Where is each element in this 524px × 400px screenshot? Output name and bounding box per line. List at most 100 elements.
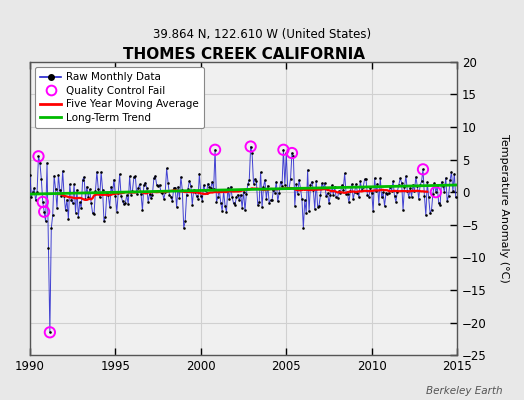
Point <box>200 182 208 188</box>
Point <box>333 194 342 201</box>
Point <box>335 188 343 194</box>
Point <box>160 196 168 202</box>
Point <box>234 191 242 198</box>
Point <box>94 186 103 192</box>
Point <box>61 207 70 214</box>
Point <box>400 184 409 190</box>
Point <box>349 196 357 202</box>
Point <box>308 178 316 185</box>
Point <box>157 189 165 195</box>
Text: Berkeley Earth: Berkeley Earth <box>427 386 503 396</box>
Point <box>297 186 305 192</box>
Point <box>337 182 346 188</box>
Point <box>231 202 239 208</box>
Point <box>275 190 283 196</box>
Point <box>211 146 219 153</box>
Point <box>54 172 62 178</box>
Point <box>187 183 195 189</box>
Point <box>151 173 159 179</box>
Point <box>70 181 78 187</box>
Point <box>152 182 161 188</box>
Point <box>393 188 401 195</box>
Point <box>147 195 155 201</box>
Point <box>178 187 187 193</box>
Point <box>369 208 377 214</box>
Point <box>87 200 95 206</box>
Point <box>356 178 365 184</box>
Point <box>447 169 456 175</box>
Point <box>383 190 391 197</box>
Point <box>221 202 229 209</box>
Point <box>218 208 226 214</box>
Point <box>103 190 111 196</box>
Point <box>101 214 110 220</box>
Point <box>278 182 286 189</box>
Point <box>140 182 148 188</box>
Point <box>225 196 234 202</box>
Point <box>440 188 449 195</box>
Point <box>60 193 68 199</box>
Point <box>264 182 272 189</box>
Point <box>373 180 381 187</box>
Point <box>46 329 54 336</box>
Point <box>245 177 254 184</box>
Point <box>210 186 218 192</box>
Point <box>108 190 117 196</box>
Point <box>439 183 447 189</box>
Point <box>252 178 260 185</box>
Point <box>81 196 90 202</box>
Point <box>322 193 330 199</box>
Point <box>346 188 355 194</box>
Point <box>332 194 340 201</box>
Point <box>426 210 434 216</box>
Point <box>397 180 406 186</box>
Point <box>416 182 424 188</box>
Title: THOMES CREEK CALIFORNIA: THOMES CREEK CALIFORNIA <box>123 47 365 62</box>
Point <box>357 187 366 194</box>
Point <box>143 184 151 191</box>
Legend: Raw Monthly Data, Quality Control Fail, Five Year Moving Average, Long-Term Tren: Raw Monthly Data, Quality Control Fail, … <box>35 67 204 128</box>
Point <box>170 185 178 191</box>
Point <box>85 186 94 192</box>
Point <box>130 174 138 180</box>
Point <box>436 202 444 208</box>
Point <box>67 196 75 203</box>
Point <box>192 193 201 200</box>
Point <box>175 194 183 201</box>
Point <box>303 167 312 173</box>
Point <box>325 200 333 206</box>
Point <box>50 173 58 179</box>
Point <box>309 187 318 193</box>
Point <box>141 179 149 186</box>
Point <box>365 194 373 200</box>
Point <box>298 196 306 202</box>
Point <box>321 180 329 186</box>
Point <box>202 189 211 196</box>
Point <box>232 194 241 200</box>
Point <box>195 170 204 177</box>
Point <box>285 185 293 192</box>
Point <box>115 171 124 178</box>
Point <box>79 177 87 183</box>
Point <box>433 183 441 190</box>
Point <box>370 175 379 181</box>
Point <box>254 202 262 208</box>
Point <box>222 209 231 215</box>
Point <box>342 190 350 197</box>
Point <box>343 191 352 197</box>
Point <box>144 198 152 205</box>
Point <box>34 153 42 160</box>
Point <box>77 205 85 211</box>
Point <box>73 186 81 193</box>
Point <box>164 180 172 186</box>
Point <box>407 193 416 200</box>
Point <box>121 200 129 206</box>
Point <box>315 202 323 209</box>
Point <box>242 190 250 197</box>
Point <box>313 203 322 210</box>
Point <box>31 197 40 204</box>
Point <box>177 174 185 180</box>
Point <box>246 143 255 150</box>
Point <box>279 146 288 153</box>
Point <box>39 199 47 205</box>
